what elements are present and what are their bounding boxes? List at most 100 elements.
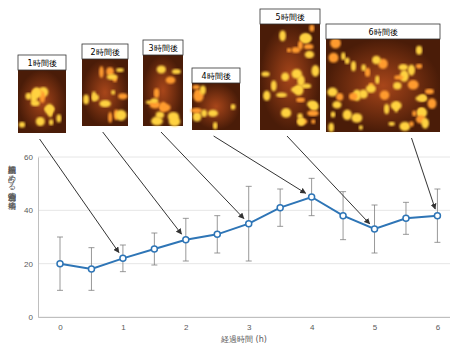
error-bar — [88, 248, 94, 291]
photo-panel: 4時間後 — [191, 68, 240, 130]
y-tick-label: 0 — [29, 313, 34, 322]
photo — [143, 55, 183, 126]
photo-blob — [421, 118, 429, 129]
photo-blob — [193, 85, 200, 90]
y-axis-line — [38, 158, 39, 318]
data-line — [60, 197, 437, 269]
photo-blob — [168, 112, 179, 121]
photo-title-box — [326, 24, 440, 39]
chart: 02040600123456経過時間 (h)細胞面積に占める油滴割合の平均値(%… — [0, 0, 450, 346]
error-bar-cap — [434, 189, 440, 190]
error-bar-cap — [151, 233, 157, 234]
data-point — [246, 221, 252, 227]
photo-blob — [291, 69, 301, 79]
error-bar-cap — [246, 186, 252, 187]
photo — [18, 70, 66, 133]
photo-blob — [327, 88, 337, 97]
photo-panel: 3時間後 — [143, 40, 183, 127]
photo-blob — [416, 95, 428, 101]
error-bar — [246, 186, 252, 261]
photo-title: 5時間後 — [275, 13, 304, 22]
photo-blob — [366, 85, 376, 93]
x-tick-label: 6 — [436, 323, 441, 332]
error-bar — [183, 218, 189, 261]
photo-blob — [380, 90, 390, 99]
error-bar-cap — [309, 178, 315, 179]
photo-blob — [375, 75, 379, 84]
photo-blob — [419, 108, 425, 116]
x-tick: 1 — [121, 317, 126, 332]
data-point — [277, 205, 283, 211]
photo-blob — [231, 104, 236, 110]
error-bar — [57, 237, 63, 290]
data-point — [214, 231, 220, 237]
photo-blob — [99, 100, 111, 107]
photo-blob — [115, 110, 126, 121]
photo-blob — [56, 114, 61, 122]
photo-blob — [393, 82, 401, 89]
error-bar-cap — [183, 261, 189, 262]
photo-blob — [118, 93, 127, 99]
error-bar-cap — [246, 261, 252, 262]
error-bar-cap — [214, 253, 220, 254]
photo-blob — [160, 102, 167, 112]
photo-panel: 6時間後 — [326, 24, 440, 132]
error-bar-cap — [214, 215, 220, 216]
photo-blob — [399, 122, 410, 131]
error-bar — [434, 189, 440, 242]
photo-blob — [300, 34, 311, 42]
photo-blob — [328, 53, 338, 63]
photo-blob — [296, 97, 305, 102]
x-tick: 3 — [247, 317, 252, 332]
x-axis-line — [39, 317, 450, 318]
photo — [326, 39, 440, 132]
photo-blob — [157, 65, 166, 73]
error-bar-cap — [151, 265, 157, 266]
photo — [192, 83, 240, 130]
photo-blob — [31, 100, 40, 106]
error-bar-cap — [340, 239, 346, 240]
photo-blob — [359, 125, 363, 130]
photo-blob — [408, 64, 415, 75]
photo-blob — [394, 75, 403, 79]
photo-blob — [359, 89, 368, 98]
photo-blob — [292, 47, 301, 53]
photo — [260, 24, 320, 130]
photo-blob — [305, 51, 314, 58]
error-bar — [214, 216, 220, 253]
photo-blob — [412, 111, 416, 117]
x-tick-label: 2 — [184, 323, 189, 332]
photo-blob — [328, 123, 334, 132]
x-tick: 0 — [58, 317, 63, 332]
arrow — [40, 139, 119, 253]
error-bar-cap — [403, 234, 409, 235]
photo-blob — [154, 88, 160, 98]
x-axis: 0123456 — [39, 317, 450, 332]
data-point — [57, 261, 63, 267]
error-bar-cap — [340, 191, 346, 192]
x-tick-label: 0 — [58, 323, 63, 332]
photo-blob — [309, 102, 318, 111]
photo-panel: 1時間後 — [18, 55, 66, 133]
photo-blob — [287, 48, 291, 52]
y-tick-label: 40 — [24, 206, 33, 215]
photo-blob — [281, 108, 291, 118]
photo-blob — [372, 56, 381, 65]
error-bar-cap — [372, 253, 378, 254]
photo-blob — [99, 66, 104, 78]
error-bar-cap — [88, 247, 94, 248]
photo-blob — [107, 74, 118, 80]
photo-blob — [191, 108, 203, 114]
data-point — [309, 194, 315, 200]
photo-title-box — [192, 68, 240, 83]
photo-blob — [394, 102, 398, 113]
error-bar — [372, 205, 378, 253]
photo-blob — [213, 122, 218, 129]
error-bar-cap — [277, 226, 283, 227]
photo-blob — [398, 64, 408, 71]
grid — [38, 157, 450, 317]
photo-blob — [416, 46, 422, 55]
error-bar-cap — [57, 237, 63, 238]
x-tick-label: 1 — [121, 323, 126, 332]
data-point — [88, 266, 94, 272]
